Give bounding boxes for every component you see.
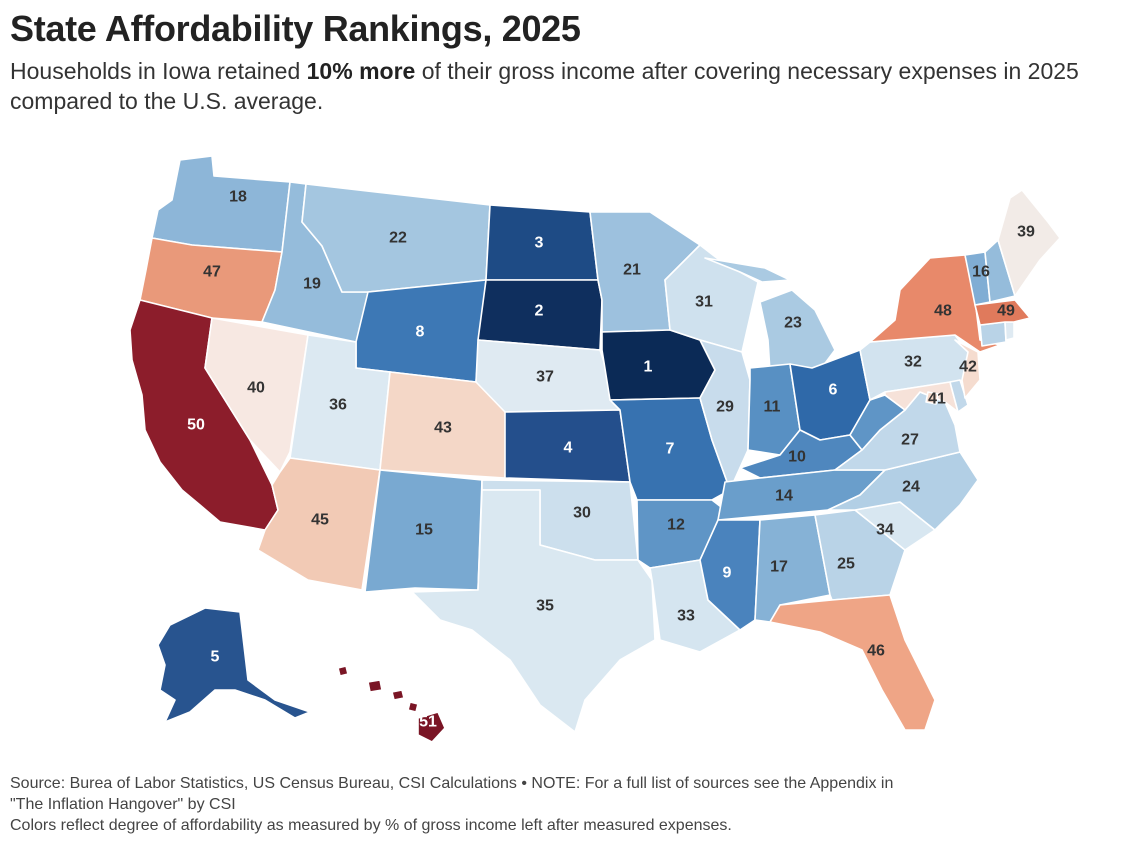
rank-label-la: 33: [677, 608, 695, 625]
rank-label-tx: 35: [536, 598, 554, 615]
source-note-line2: "The Inflation Hangover" by CSI: [10, 796, 236, 813]
rank-label-mt: 22: [389, 230, 407, 247]
rank-label-nd: 3: [535, 235, 544, 252]
state-sd: [477, 279, 603, 351]
rank-label-ca: 50: [187, 417, 205, 434]
rank-label-sd: 2: [535, 303, 544, 320]
rank-labels-layer: 1234567891011121415161718192122232425272…: [187, 189, 1035, 731]
state-de: [949, 379, 969, 413]
rank-label-in: 11: [764, 399, 781, 416]
rank-label-ok: 30: [573, 505, 591, 522]
rank-label-va: 27: [901, 432, 919, 449]
color-note: Colors reflect degree of affordability a…: [10, 817, 732, 834]
rank-label-me: 39: [1017, 224, 1035, 241]
rank-label-ny: 48: [934, 303, 952, 320]
rank-label-ks: 4: [564, 440, 573, 457]
rank-label-nv: 40: [247, 380, 265, 397]
rank-label-mo: 7: [666, 441, 675, 458]
rank-label-wi: 31: [695, 294, 713, 311]
rank-label-ut: 36: [329, 397, 347, 414]
rank-label-co: 43: [434, 420, 452, 437]
state-fl: [769, 594, 936, 731]
state-ak: [157, 607, 311, 723]
rank-label-ak: 5: [211, 649, 220, 666]
state-ct: [979, 321, 1007, 347]
rank-label-vt: 16: [972, 264, 990, 281]
state-ma: [974, 299, 1031, 326]
rank-label-ar: 12: [667, 517, 685, 534]
subtitle-highlight: 10% more: [306, 58, 416, 84]
rank-label-tn: 14: [775, 488, 793, 505]
rank-label-fl: 46: [867, 643, 885, 660]
rank-label-ms: 9: [723, 565, 732, 582]
rank-label-oh: 6: [829, 382, 838, 399]
rank-label-nm: 15: [415, 522, 433, 539]
state-ia: [601, 329, 716, 401]
rank-label-ia: 1: [644, 359, 653, 376]
state-mi: [704, 257, 836, 373]
rank-label-wy: 8: [416, 324, 425, 341]
subtitle-text-start: Households in Iowa retained: [10, 58, 307, 84]
rank-label-ky: 10: [788, 449, 806, 466]
rank-label-mi: 23: [784, 315, 802, 332]
rank-label-ne: 37: [536, 369, 554, 386]
rank-label-il: 29: [716, 399, 734, 416]
page-title: State Affordability Rankings, 2025: [10, 8, 581, 49]
state-nm: [364, 469, 483, 593]
rank-label-ga: 25: [837, 556, 855, 573]
rank-label-sc: 34: [876, 522, 894, 539]
rank-label-nc: 24: [902, 479, 920, 496]
states-layer: [129, 155, 1061, 743]
state-ri: [1004, 321, 1015, 341]
rank-label-or: 47: [203, 264, 221, 281]
rank-label-ma: 49: [997, 303, 1015, 320]
rank-label-hi: 51: [419, 714, 437, 731]
state-wa: [151, 155, 291, 253]
rank-label-al: 17: [770, 559, 788, 576]
rank-label-az: 45: [311, 512, 329, 529]
rank-label-nj: 42: [959, 359, 977, 376]
state-tx: [411, 489, 656, 733]
state-me: [997, 189, 1061, 297]
source-note-line1: Source: Burea of Labor Statistics, US Ce…: [10, 775, 894, 792]
rank-label-md: 41: [928, 391, 946, 408]
state-hi: [337, 665, 446, 743]
state-nj: [954, 339, 981, 399]
rank-label-mn: 21: [623, 262, 641, 279]
state-az: [257, 457, 381, 591]
rank-label-pa: 32: [904, 354, 922, 371]
state-wi: [664, 244, 759, 353]
page-subtitle: Households in Iowa retained 10% more of …: [10, 56, 1090, 116]
subtitle-text-end: of their gross income after covering nec…: [10, 58, 1079, 114]
rank-label-wa: 18: [229, 189, 247, 206]
rank-label-id: 19: [303, 276, 321, 293]
footer-notes: Source: Burea of Labor Statistics, US Ce…: [10, 773, 1110, 836]
state-dc: [925, 391, 939, 405]
